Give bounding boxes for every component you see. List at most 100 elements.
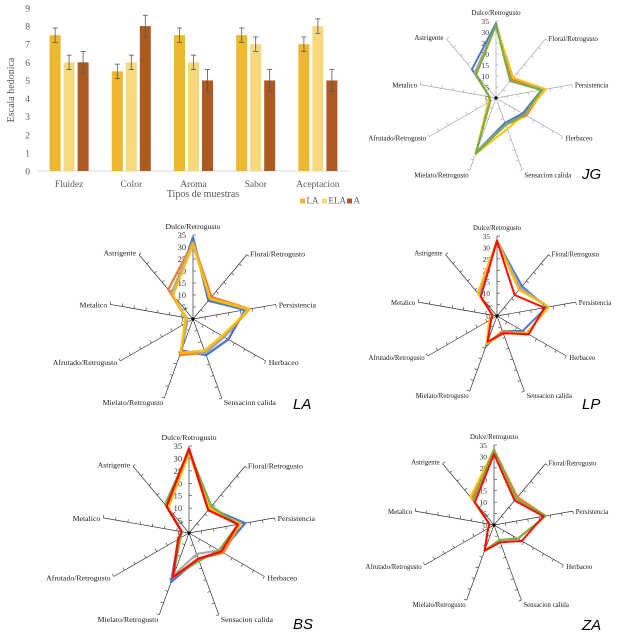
axis-tick (251, 308, 253, 312)
panel-label: JG (581, 166, 602, 183)
axis-tick (452, 545, 455, 549)
axis-tick (484, 100, 487, 104)
axis-tick (560, 136, 563, 140)
axis-tick (201, 324, 204, 328)
axis-tick (531, 55, 534, 59)
r-tick-label: 15 (480, 487, 488, 496)
axis-tick (118, 358, 121, 362)
axis-tick (437, 128, 440, 132)
axis-tick (446, 36, 449, 40)
radar-axis (420, 84, 497, 99)
axis-tick (422, 562, 425, 566)
y-tick-label: 9 (25, 5, 30, 15)
r-tick-label: 30 (483, 243, 491, 252)
axis-tick (519, 170, 523, 172)
axis-tick (507, 313, 510, 318)
axis-tick (275, 304, 277, 308)
bar-a-aceptacion (326, 80, 338, 171)
radar-axis (495, 84, 572, 99)
axis-tick (506, 567, 510, 570)
x-tick-label: Aceptacion (296, 180, 340, 190)
axis-tick (501, 337, 505, 339)
axis-tick (213, 528, 215, 532)
radar-center-dot (494, 96, 498, 100)
bar-a-color (139, 26, 151, 171)
legend-label: A (354, 196, 361, 206)
axis-tick (521, 390, 525, 393)
axis-tick (210, 375, 214, 377)
radar-axis (429, 97, 497, 137)
legend: LA ELA A (300, 196, 361, 206)
axis-tick (232, 342, 235, 346)
panel-label: BS (293, 616, 313, 633)
r-tick-label: 35 (480, 441, 488, 450)
axis-tick (243, 348, 246, 352)
axis-tick (151, 523, 154, 527)
axis-tick (466, 169, 470, 171)
radar-axis (132, 466, 190, 534)
axis-tick (206, 363, 210, 366)
axis-tick (508, 507, 512, 510)
axis-tick (145, 307, 147, 311)
axis-tick (154, 270, 157, 274)
y-tick-label: 8 (25, 23, 30, 33)
radar-series-line (479, 239, 546, 343)
axis-tick (462, 539, 465, 543)
axis-tick (575, 302, 577, 306)
axis-label: Afrutado/Retrogusto (368, 355, 425, 362)
axis-tick (474, 91, 476, 95)
axis-tick (513, 108, 516, 112)
r-tick-label: 25 (178, 255, 186, 264)
r-tick-label: 25 (483, 255, 491, 264)
axis-tick (127, 519, 129, 523)
radar-axis (446, 38, 497, 99)
axis-tick (515, 327, 518, 331)
axis-label: Sensacion calida (221, 615, 274, 624)
axis-tick (530, 480, 534, 484)
axis-tick (481, 78, 485, 82)
axis-tick (474, 368, 478, 370)
axis-tick (526, 280, 529, 284)
axis-tick (462, 307, 465, 311)
axis-label: Dulce/Retrogusto (161, 433, 216, 442)
axis-label: Metalico (392, 82, 417, 90)
axis-tick (425, 353, 428, 357)
axis-tick (561, 564, 564, 568)
axis-tick (532, 119, 535, 123)
axis-tick (441, 85, 443, 89)
axis-tick (464, 487, 468, 491)
axis-tick (485, 318, 488, 322)
r-tick-label: 10 (178, 291, 186, 300)
axis-tick (465, 111, 468, 115)
legend-item-ela: ELA (322, 196, 346, 206)
axis-tick (506, 96, 508, 100)
r-tick-label: 30 (174, 454, 182, 463)
axis-tick (440, 303, 442, 307)
axis-label: Metalico (391, 300, 416, 307)
axis-tick (504, 307, 507, 310)
axis-label: Floral/Retrogusto (548, 461, 597, 468)
axis-tick (170, 328, 173, 332)
legend-swatch (322, 198, 327, 204)
axis-tick (138, 252, 142, 255)
r-tick-label: 5 (483, 510, 487, 519)
axis-tick (523, 489, 526, 493)
radar-axis (445, 254, 498, 317)
legend-swatch (347, 198, 352, 204)
bar-la-color (111, 71, 123, 171)
y-tick-label: 3 (25, 113, 30, 123)
axis-tick (534, 338, 537, 342)
bar-la-aroma (174, 35, 185, 171)
axis-label: Mielato/Retrogusto (103, 398, 164, 407)
axis-tick (263, 306, 265, 310)
axis-tick (533, 271, 537, 275)
r-tick-label: 15 (483, 278, 491, 287)
axis-label: Afrutado/Retrogusto (46, 574, 111, 583)
axis-tick (541, 553, 544, 557)
radar-axis (188, 532, 265, 577)
y-tick-label: 0 (25, 168, 30, 178)
axis-tick (215, 614, 219, 617)
axis-tick (478, 357, 482, 360)
r-tick-label: 35 (174, 442, 182, 451)
axis-tick (144, 555, 147, 559)
